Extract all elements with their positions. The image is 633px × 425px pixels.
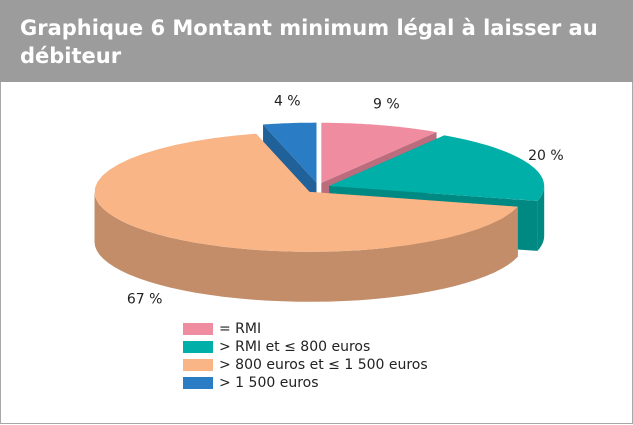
slice <box>94 133 518 252</box>
data-label: 9 % <box>373 96 400 112</box>
legend-swatch <box>183 341 213 353</box>
data-label: 67 % <box>127 292 163 308</box>
chart-title: Graphique 6 Montant minimum légal à lais… <box>20 16 598 68</box>
slice <box>321 122 437 183</box>
legend-label: > 1 500 euros <box>219 375 319 391</box>
slice <box>329 135 545 201</box>
legend-swatch <box>183 377 213 389</box>
legend-swatch <box>183 323 213 335</box>
data-label: 20 % <box>528 148 564 164</box>
slice <box>263 122 317 183</box>
legend-label: > RMI et ≤ 800 euros <box>219 339 370 355</box>
slice-side <box>94 191 518 302</box>
legend-label: > 800 euros et ≤ 1 500 euros <box>219 357 428 373</box>
legend-swatch <box>183 359 213 371</box>
legend-label: = RMI <box>219 321 261 337</box>
slice-side <box>537 186 545 251</box>
header: Graphique 6 Montant minimum légal à lais… <box>0 0 633 82</box>
data-label: 4 % <box>274 94 301 110</box>
